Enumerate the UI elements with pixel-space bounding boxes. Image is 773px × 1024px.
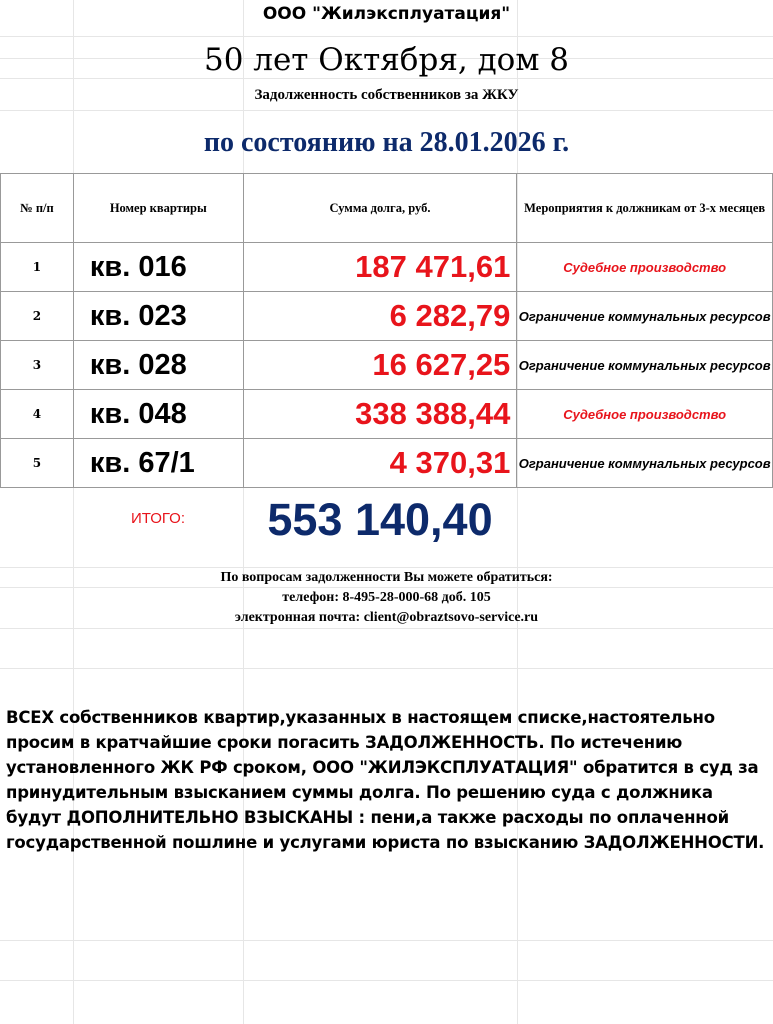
table-row: 1 кв. 016 187 471,61 Судебное производство <box>0 242 773 292</box>
apartment-number: кв. 016 <box>72 242 244 292</box>
row-number: 4 <box>0 389 74 439</box>
debt-amount: 187 471,61 <box>242 242 518 292</box>
table-row: 2 кв. 023 6 282,79 Ограничение коммунальных… <box>0 291 773 341</box>
debt-amount: 4 370,31 <box>242 438 518 488</box>
debt-action: Ограничение коммунальных ресурсов <box>516 438 773 488</box>
table-row: 4 кв. 048 338 388,44 Судебное производство <box>0 389 773 439</box>
debt-action: Ограничение коммунальных ресурсов <box>516 291 773 341</box>
contact-intro: По вопросам задолженности Вы можете обра… <box>220 570 553 585</box>
table-header-row: № п/п Номер квартиры Сумма долга, руб. М… <box>0 173 773 243</box>
row-number: 5 <box>0 438 74 488</box>
column-header-apartment: Номер квартиры <box>72 173 244 243</box>
column-header-number: № п/п <box>0 173 74 243</box>
debt-amount: 338 388,44 <box>242 389 518 439</box>
apartment-number: кв. 67/1 <box>72 438 244 488</box>
column-header-action: Мероприятия к должникам от 3-х месяцев <box>516 173 773 243</box>
debt-action: Судебное производство <box>516 242 773 292</box>
debt-action: Судебное производство <box>516 389 773 439</box>
building-address: 50 лет Октября, дом 8 <box>203 42 570 78</box>
debt-action: Ограничение коммунальных ресурсов <box>516 340 773 390</box>
apartment-number: кв. 048 <box>72 389 244 439</box>
subtitle: Задолженность собственников за ЖКУ <box>254 87 519 103</box>
contact-info: По вопросам задолженности Вы можете обра… <box>0 568 773 628</box>
apartment-number: кв. 028 <box>72 340 244 390</box>
apartment-number: кв. 023 <box>72 291 244 341</box>
date-line: по состоянию на 28.01.2026 г. <box>203 127 570 158</box>
table-row: 3 кв. 028 16 627,25 Ограничение коммунальны… <box>0 340 773 390</box>
notice-text: ВСЕХ собственников квартир,указанных в н… <box>6 708 765 852</box>
debt-amount: 16 627,25 <box>242 340 518 390</box>
total-label: ИТОГО: <box>130 510 186 527</box>
company-name: ООО "Жилэксплуатация" <box>262 4 511 24</box>
row-number: 1 <box>0 242 74 292</box>
table-row: 5 кв. 67/1 4 370,31 Ограничение коммунальны… <box>0 438 773 488</box>
contact-email: электронная почта: client@obraztsovo-ser… <box>234 610 539 625</box>
total-value: 553 140,40 <box>267 494 493 545</box>
debt-amount: 6 282,79 <box>242 291 518 341</box>
contact-phone: телефон: 8-495-28-000-68 доб. 105 <box>282 590 491 605</box>
debtors-table: № п/п Номер квартиры Сумма долга, руб. М… <box>0 173 773 488</box>
column-header-debt: Сумма долга, руб. <box>242 173 518 243</box>
row-number: 3 <box>0 340 74 390</box>
row-number: 2 <box>0 291 74 341</box>
